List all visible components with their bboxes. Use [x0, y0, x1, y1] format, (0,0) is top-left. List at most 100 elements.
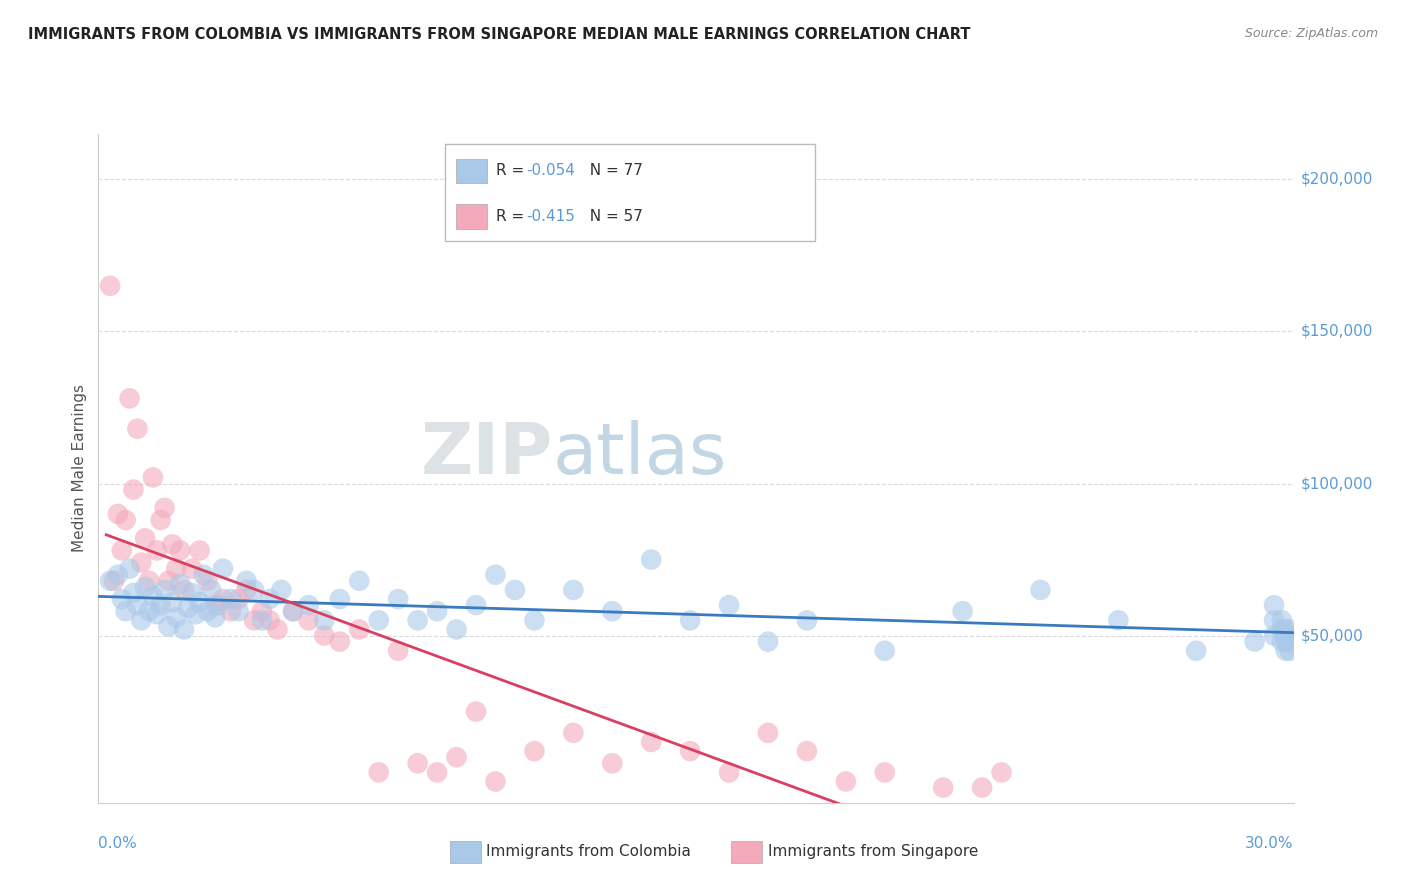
Point — [197, 604, 219, 618]
Point — [952, 604, 974, 618]
Point — [165, 562, 187, 576]
Point — [193, 567, 215, 582]
Point — [446, 623, 468, 637]
Text: atlas: atlas — [553, 420, 727, 490]
Point — [219, 592, 242, 607]
Point — [1263, 628, 1285, 642]
Point — [107, 567, 129, 582]
Point — [1107, 613, 1129, 627]
Point — [465, 705, 488, 719]
Point — [204, 610, 226, 624]
Point — [1278, 628, 1301, 642]
Point — [204, 598, 226, 612]
Point — [329, 634, 352, 648]
Point — [177, 601, 200, 615]
Point — [1274, 644, 1296, 658]
Point — [259, 613, 281, 627]
Point — [1278, 644, 1301, 658]
Point — [718, 765, 741, 780]
Point — [122, 586, 145, 600]
Point — [1263, 613, 1285, 627]
Point — [796, 744, 818, 758]
Text: -0.054: -0.054 — [527, 163, 575, 178]
Point — [835, 774, 858, 789]
Point — [228, 604, 250, 618]
Point — [1271, 623, 1294, 637]
Point — [600, 756, 623, 771]
Point — [387, 644, 409, 658]
Point — [465, 598, 488, 612]
Point — [235, 582, 257, 597]
Text: Immigrants from Singapore: Immigrants from Singapore — [768, 845, 979, 859]
Point — [157, 619, 180, 633]
Point — [212, 592, 235, 607]
Point — [146, 543, 169, 558]
Text: ZIP: ZIP — [420, 420, 553, 490]
Text: $200,000: $200,000 — [1301, 172, 1372, 187]
Point — [142, 589, 165, 603]
Point — [349, 574, 371, 588]
Point — [118, 562, 141, 576]
Point — [114, 604, 136, 618]
Point — [180, 562, 202, 576]
Point — [169, 543, 191, 558]
Point — [329, 592, 352, 607]
Point — [149, 598, 172, 612]
Point — [173, 582, 195, 597]
Point — [1274, 623, 1296, 637]
Point — [484, 567, 506, 582]
Point — [298, 598, 321, 612]
Point — [426, 765, 449, 780]
Point — [228, 592, 250, 607]
Point — [679, 613, 702, 627]
Point — [127, 422, 149, 436]
Point — [98, 278, 121, 293]
Point — [281, 604, 304, 618]
Point — [212, 562, 235, 576]
Point — [219, 604, 242, 618]
Point — [98, 574, 121, 588]
Point — [523, 613, 546, 627]
Text: N = 57: N = 57 — [581, 209, 643, 224]
Point — [1271, 634, 1294, 648]
Point — [129, 556, 152, 570]
Point — [197, 574, 219, 588]
Point — [103, 574, 125, 588]
Point — [446, 750, 468, 764]
Point — [972, 780, 994, 795]
Point — [426, 604, 449, 618]
Point — [142, 470, 165, 484]
Point — [149, 513, 172, 527]
Text: $100,000: $100,000 — [1301, 476, 1372, 491]
Point — [235, 574, 257, 588]
Point — [314, 628, 336, 642]
Point — [129, 613, 152, 627]
Text: Source: ZipAtlas.com: Source: ZipAtlas.com — [1244, 27, 1378, 40]
Point — [250, 613, 273, 627]
Point — [640, 735, 662, 749]
Point — [250, 604, 273, 618]
Text: R =: R = — [495, 209, 529, 224]
Point — [503, 582, 526, 597]
Point — [1263, 598, 1285, 612]
Text: 0.0%: 0.0% — [98, 837, 138, 851]
Point — [127, 598, 149, 612]
Point — [153, 582, 176, 597]
Point — [562, 582, 585, 597]
Text: $50,000: $50,000 — [1301, 628, 1364, 643]
Y-axis label: Median Male Earnings: Median Male Earnings — [72, 384, 87, 552]
Text: IMMIGRANTS FROM COLOMBIA VS IMMIGRANTS FROM SINGAPORE MEDIAN MALE EARNINGS CORRE: IMMIGRANTS FROM COLOMBIA VS IMMIGRANTS F… — [28, 27, 970, 42]
Point — [298, 613, 321, 627]
Point — [387, 592, 409, 607]
Point — [169, 577, 191, 591]
Point — [162, 537, 184, 551]
Point — [484, 774, 506, 789]
Text: N = 77: N = 77 — [581, 163, 643, 178]
Point — [153, 500, 176, 515]
Point — [138, 604, 160, 618]
Point — [679, 744, 702, 758]
Point — [208, 598, 231, 612]
Point — [173, 623, 195, 637]
Point — [406, 613, 429, 627]
Point — [640, 552, 662, 566]
